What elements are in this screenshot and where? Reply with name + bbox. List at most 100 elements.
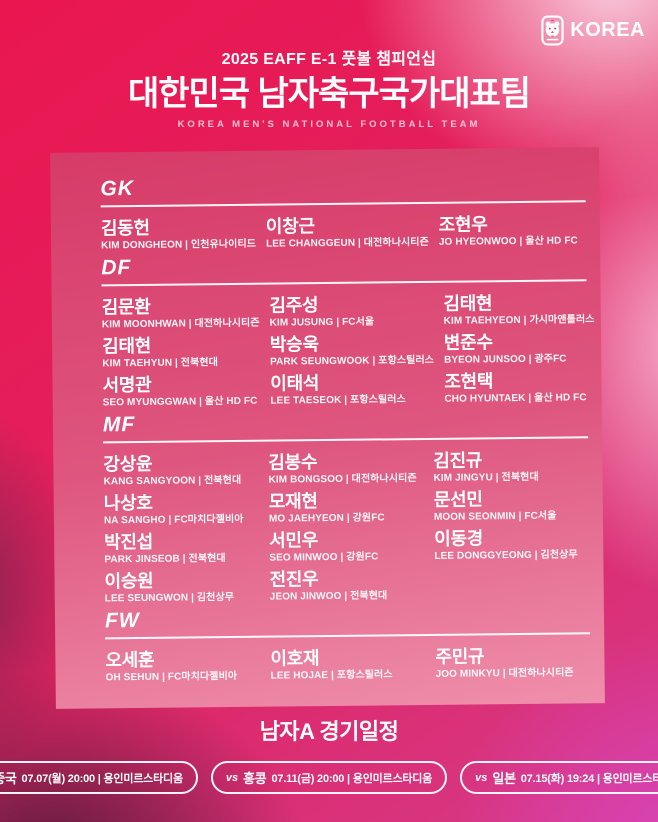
player-name: 전진우 (269, 569, 319, 590)
match-pill: vs 중국 07.07(월) 20:00 | 용인미르스타디움 (0, 761, 198, 794)
player-name: 모재현 (268, 491, 318, 512)
player-entry: 모재현 MO JAEHYEON | 강원FC (269, 490, 424, 526)
player-detail: KIM TAEHYUN | 전북현대 (102, 357, 219, 370)
match-info: 07.11(금) 20:00 | 용인미르스타디움 (271, 772, 433, 785)
player-grid: 강상윤 KANG SANGYOON | 전북현대 김봉수 KIM BONGSOO… (103, 449, 590, 605)
player-grid: 김문환 KIM MOONHWAN | 대전하나시티즌 김주성 KIM JUSUN… (102, 292, 595, 410)
player-detail: KIM JINGYU | 전북현대 (433, 471, 539, 484)
player-detail: KIM BONGSOO | 대전하나시티즌 (268, 473, 417, 486)
player-name: 오세훈 (105, 649, 155, 671)
player-detail: LEE TAESEOK | 포항스틸러스 (270, 394, 406, 407)
player-entry: 주민규 JOO MINKYU | 대전하나시티즌 (435, 645, 590, 681)
player-entry: 이태석 LEE TAESEOK | 포항스틸러스 (270, 372, 434, 408)
match-pill: vs 일본 07.15(화) 19:24 | 용인미르스타디움 (460, 761, 658, 794)
player-detail: JOO MINKYU | 대전하나시티즌 (435, 667, 574, 680)
player-entry: 변준수 BYEON JUNSOO | 광주FC (444, 331, 595, 367)
player-name: 김문환 (101, 296, 151, 318)
player-entry: 김진규 KIM JINGYU | 전북현대 (433, 449, 588, 485)
player-detail: KIM DONGHEON | 인천유나이티드 (101, 238, 257, 252)
match-info: 07.07(월) 20:00 | 용인미르스타디움 (21, 772, 184, 785)
vs-label: vs (225, 771, 239, 784)
schedule-block: 남자A 경기일정 vs 중국 07.07(월) 20:00 | 용인미르스타디움… (0, 714, 658, 794)
player-entry: 나상호 NA SANGHO | FC마치다젤비아 (104, 492, 259, 528)
position-section-df: DF 김문환 KIM MOONHWAN | 대전하나시티즌 김주성 KIM JU… (101, 252, 595, 410)
player-name: 변준수 (443, 332, 493, 353)
player-entry: 박승욱 PARK SEUNGWOOK | 포항스틸러스 (270, 333, 434, 369)
player-entry: 김문환 KIM MOONHWAN | 대전하나시티즌 (102, 296, 260, 332)
player-detail: LEE HOJAE | 포항스틸러스 (270, 669, 393, 682)
player-name: 문선민 (433, 489, 483, 510)
opponent-name: 중국 (0, 771, 17, 786)
player-detail: KANG SANGYOON | 전북현대 (103, 474, 242, 488)
player-name: 강상윤 (103, 453, 153, 475)
player-entry: 이호재 LEE HOJAE | 포항스틸러스 (270, 647, 425, 683)
player-entry: 김태현 KIM TAEHYEON | 가시마앤틀러스 (443, 292, 594, 328)
player-detail: JEON JINWOO | 전북현대 (269, 590, 388, 603)
player-entry: 서민우 SEO MINWOO | 강원FC (269, 529, 424, 565)
player-name: 김주성 (269, 295, 319, 316)
poster-header: 2025 EAFF E-1 풋볼 챔피언십 대한민국 남자축구국가대표팀 KOR… (0, 0, 658, 130)
player-detail: LEE SEUNGWON | 김천상무 (104, 591, 235, 605)
player-name: 김태현 (102, 335, 152, 357)
player-detail: KIM JUSUNG | FC서울 (269, 316, 375, 329)
player-name: 김태현 (443, 293, 493, 314)
event-title: 2025 EAFF E-1 풋볼 챔피언십 (221, 51, 437, 68)
player-entry: 이승원 LEE SEUNGWON | 김천상무 (104, 570, 259, 606)
position-section-gk: GK 김동헌 KIM DONGHEON | 인천유나이티드 이창근 LEE CH… (100, 173, 586, 252)
opponent-name: 일본 (492, 771, 516, 786)
player-detail: PARK SEUNGWOOK | 포항스틸러스 (269, 354, 435, 368)
player-name: 김봉수 (268, 452, 318, 473)
player-name: 이승원 (104, 570, 154, 592)
player-detail: OH SEHUN | FC마치다젤비아 (105, 670, 238, 684)
player-entry: 조현우 JO HYEONWOO | 울산 HD FC (439, 213, 587, 249)
logo-text: KOREA (570, 19, 645, 41)
schedule-title: 남자A 경기일정 (259, 719, 399, 744)
player-entry: 이동경 LEE DONGGYEONG | 김천상무 (434, 527, 589, 563)
player-grid: 오세훈 OH SEHUN | FC마치다젤비아 이호재 LEE HOJAE | … (105, 645, 590, 684)
player-name: 박진섭 (104, 531, 154, 553)
player-detail: LEE CHANGGEUN | 대전하나시티즌 (265, 236, 429, 250)
position-section-fw: FW 오세훈 OH SEHUN | FC마치다젤비아 이호재 LEE HOJAE… (105, 605, 591, 684)
tiger-emblem-icon (541, 15, 564, 46)
player-entry: 전진우 JEON JINWOO | 전북현대 (269, 568, 424, 604)
match-pill: vs 홍콩 07.11(금) 20:00 | 용인미르스타디움 (210, 761, 448, 794)
match-info: 07.15(화) 19:24 | 용인미르스타디움 (520, 772, 658, 785)
player-entry: 김동헌 KIM DONGHEON | 인천유나이티드 (101, 217, 256, 253)
player-entry: 김봉수 KIM BONGSOO | 대전하나시티즌 (268, 451, 423, 487)
kfa-logo: KOREA (541, 15, 645, 46)
roster-card: GK 김동헌 KIM DONGHEON | 인천유나이티드 이창근 LEE CH… (50, 147, 605, 709)
player-detail: SEO MYUNGGWAN | 울산 HD FC (102, 395, 258, 409)
match-pill-row: vs 중국 07.07(월) 20:00 | 용인미르스타디움 vs 홍콩 07… (0, 761, 658, 794)
player-entry: 이창근 LEE CHANGGEUN | 대전하나시티즌 (266, 215, 429, 251)
player-detail: BYEON JUNSOO | 광주FC (443, 353, 567, 366)
player-detail: JO HYEONWOO | 울산 HD FC (438, 235, 578, 248)
player-name: 서명관 (102, 374, 152, 396)
opponent-name: 홍콩 (243, 771, 267, 786)
player-entry: 문선민 MOON SEONMIN | FC서울 (434, 488, 589, 524)
player-detail: PARK JINSEOB | 전북현대 (104, 553, 226, 566)
player-name: 박승욱 (269, 334, 319, 355)
position-section-mf: MF 강상윤 KANG SANGYOON | 전북현대 김봉수 KIM BONG… (103, 409, 590, 605)
player-name: 조현택 (444, 371, 494, 392)
player-entry: 김주성 KIM JUSUNG | FC서울 (269, 294, 433, 330)
player-detail: LEE DONGGYEONG | 김천상무 (434, 549, 578, 562)
page-subtitle: KOREA MEN'S NATIONAL FOOTBALL TEAM (177, 119, 481, 131)
page-title: 대한민국 남자축구국가대표팀 (127, 75, 531, 113)
player-entry: 서명관 SEO MYUNGGWAN | 울산 HD FC (102, 374, 260, 410)
player-detail: MO JAEHYEON | 강원FC (268, 512, 385, 525)
player-name: 조현우 (438, 214, 488, 235)
player-detail: SEO MINWOO | 강원FC (269, 551, 379, 564)
player-detail: NA SANGHO | FC마치다젤비아 (103, 513, 244, 527)
player-entry: 조현택 CHO HYUNTAEK | 울산 HD FC (444, 370, 595, 406)
player-name: 이창근 (265, 216, 315, 237)
player-entry: 김태현 KIM TAEHYUN | 전북현대 (102, 335, 260, 371)
player-name: 이동경 (434, 528, 484, 549)
player-detail: KIM MOONHWAN | 대전하나시티즌 (101, 317, 260, 331)
player-grid: 김동헌 KIM DONGHEON | 인천유나이티드 이창근 LEE CHANG… (101, 213, 586, 252)
player-detail: MOON SEONMIN | FC서울 (433, 510, 557, 523)
player-name: 이호재 (270, 648, 320, 669)
player-name: 김동헌 (100, 217, 150, 239)
vs-label: vs (475, 771, 488, 784)
player-name: 서민우 (269, 530, 319, 551)
